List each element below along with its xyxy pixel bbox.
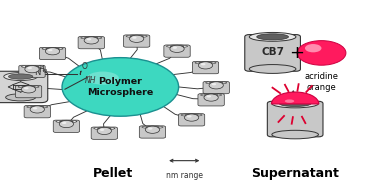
Ellipse shape — [279, 101, 311, 107]
FancyBboxPatch shape — [39, 47, 66, 60]
Text: Supernatant: Supernatant — [251, 167, 339, 180]
Circle shape — [148, 127, 153, 130]
Ellipse shape — [185, 114, 199, 116]
Ellipse shape — [181, 114, 202, 116]
Ellipse shape — [22, 86, 35, 88]
Ellipse shape — [209, 82, 223, 84]
Text: nm range: nm range — [166, 171, 203, 180]
Text: Polymer
Microsphere: Polymer Microsphere — [87, 77, 153, 97]
Text: Pellet: Pellet — [92, 167, 133, 180]
FancyBboxPatch shape — [53, 120, 80, 132]
Ellipse shape — [6, 94, 36, 101]
Ellipse shape — [126, 35, 147, 38]
Ellipse shape — [199, 62, 212, 64]
Circle shape — [170, 45, 184, 52]
Circle shape — [297, 41, 346, 65]
Ellipse shape — [142, 126, 163, 129]
Ellipse shape — [30, 106, 44, 108]
Ellipse shape — [21, 65, 42, 68]
Ellipse shape — [204, 94, 218, 96]
Ellipse shape — [8, 74, 33, 79]
Circle shape — [97, 127, 111, 135]
FancyBboxPatch shape — [203, 81, 229, 94]
FancyBboxPatch shape — [139, 126, 166, 138]
FancyBboxPatch shape — [19, 65, 45, 77]
Circle shape — [62, 58, 179, 116]
Circle shape — [33, 107, 37, 109]
Circle shape — [62, 122, 67, 124]
Text: NH: NH — [85, 76, 96, 85]
Ellipse shape — [18, 85, 39, 88]
Circle shape — [185, 114, 199, 121]
Circle shape — [212, 83, 216, 85]
Circle shape — [25, 66, 39, 73]
Circle shape — [87, 38, 91, 40]
FancyBboxPatch shape — [91, 127, 117, 139]
Circle shape — [201, 63, 206, 65]
Ellipse shape — [59, 121, 73, 122]
Circle shape — [45, 48, 60, 55]
FancyBboxPatch shape — [0, 71, 48, 103]
Circle shape — [30, 106, 44, 113]
Circle shape — [305, 44, 321, 52]
Text: O: O — [81, 62, 87, 71]
Circle shape — [84, 37, 99, 44]
Ellipse shape — [42, 47, 63, 50]
Ellipse shape — [195, 61, 216, 64]
Circle shape — [27, 67, 32, 69]
Circle shape — [129, 35, 144, 42]
Circle shape — [100, 129, 104, 131]
Circle shape — [24, 87, 29, 89]
Text: $\rm N^+$: $\rm N^+$ — [34, 66, 48, 78]
Ellipse shape — [56, 120, 77, 123]
Ellipse shape — [94, 127, 115, 130]
Ellipse shape — [285, 99, 294, 103]
Ellipse shape — [45, 48, 59, 50]
FancyBboxPatch shape — [193, 61, 219, 74]
FancyBboxPatch shape — [179, 114, 205, 126]
Circle shape — [146, 126, 160, 133]
FancyBboxPatch shape — [24, 105, 50, 118]
FancyBboxPatch shape — [267, 101, 323, 137]
Ellipse shape — [249, 33, 296, 41]
Ellipse shape — [167, 45, 188, 48]
Ellipse shape — [85, 37, 98, 39]
FancyBboxPatch shape — [15, 85, 42, 98]
Text: $\rm H_2$: $\rm H_2$ — [38, 64, 48, 76]
Ellipse shape — [146, 126, 159, 128]
Text: CB7: CB7 — [261, 47, 284, 57]
Ellipse shape — [4, 73, 38, 81]
Ellipse shape — [200, 94, 221, 96]
Ellipse shape — [81, 36, 102, 39]
Text: acridine
orange: acridine orange — [305, 72, 338, 92]
Circle shape — [199, 62, 213, 69]
Circle shape — [132, 36, 136, 39]
Ellipse shape — [87, 72, 119, 85]
Ellipse shape — [249, 65, 296, 73]
FancyBboxPatch shape — [78, 36, 105, 49]
Circle shape — [206, 95, 211, 98]
Ellipse shape — [206, 81, 227, 84]
Circle shape — [209, 82, 223, 89]
Ellipse shape — [272, 130, 318, 139]
FancyBboxPatch shape — [123, 35, 150, 47]
Circle shape — [204, 94, 218, 101]
Circle shape — [59, 120, 74, 128]
Ellipse shape — [130, 35, 144, 37]
Circle shape — [21, 86, 36, 93]
Wedge shape — [271, 92, 319, 104]
Ellipse shape — [170, 45, 184, 47]
Circle shape — [173, 46, 177, 49]
Ellipse shape — [272, 99, 318, 108]
FancyBboxPatch shape — [198, 94, 224, 106]
Circle shape — [48, 49, 53, 51]
Ellipse shape — [25, 66, 39, 67]
Ellipse shape — [97, 127, 111, 129]
FancyBboxPatch shape — [245, 35, 300, 71]
Ellipse shape — [257, 34, 288, 40]
Text: +: + — [290, 44, 305, 62]
Circle shape — [187, 115, 192, 118]
FancyBboxPatch shape — [164, 45, 190, 57]
Ellipse shape — [27, 105, 48, 108]
